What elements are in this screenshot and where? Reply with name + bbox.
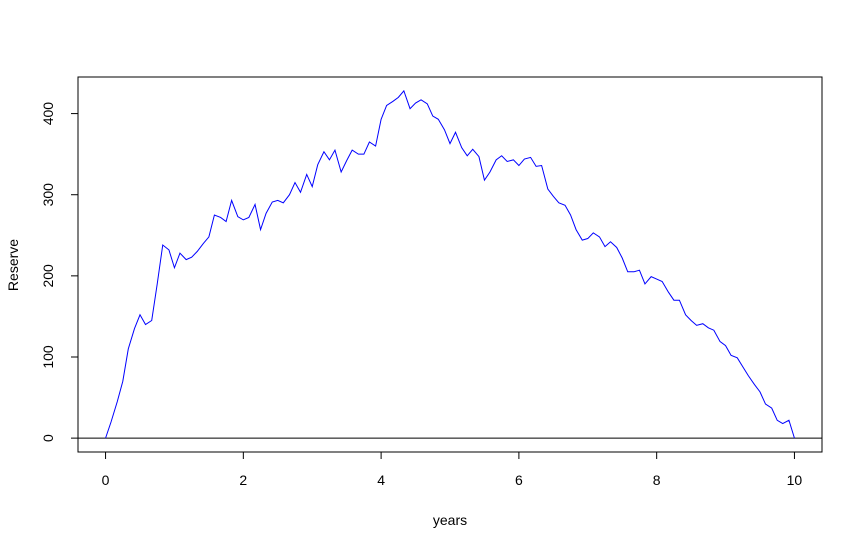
x-tick-label: 6 <box>515 472 523 488</box>
y-axis-label: Reserve <box>5 239 21 291</box>
y-tick-label: 0 <box>40 434 56 442</box>
x-axis-label: years <box>433 512 467 528</box>
y-tick-label: 400 <box>40 102 56 126</box>
plot-box <box>77 76 823 453</box>
y-tick-label: 100 <box>40 345 56 369</box>
data-line <box>105 89 795 439</box>
x-tick-label: 4 <box>377 472 385 488</box>
x-tick-label: 10 <box>787 472 803 488</box>
y-tick-label: 200 <box>40 264 56 288</box>
x-tick-label: 8 <box>653 472 661 488</box>
x-tick-label: 0 <box>102 472 110 488</box>
y-tick-label: 300 <box>40 183 56 207</box>
x-tick-label: 2 <box>239 472 247 488</box>
